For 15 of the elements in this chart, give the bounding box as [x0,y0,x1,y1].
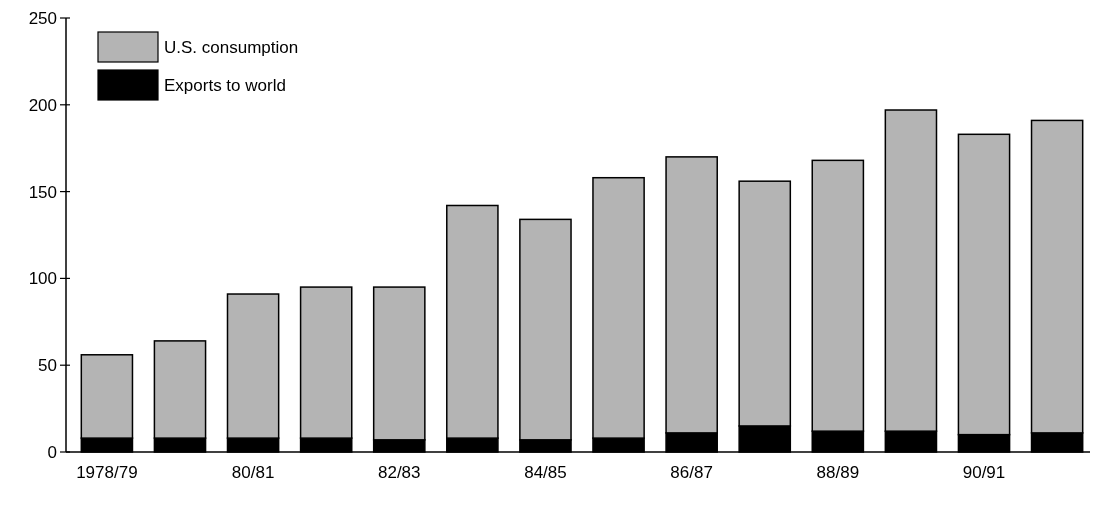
legend-label: U.S. consumption [164,37,299,57]
x-tick-label: 86/87 [670,463,713,482]
x-tick-label: 82/83 [377,463,421,482]
x-tick-label: 84/85 [524,463,567,482]
y-tick-label: 250 [28,8,57,28]
legend-label: Exports to world [164,75,286,95]
y-tick-label: 200 [28,95,57,115]
y-tick-label: 150 [28,182,57,202]
x-tick-label: 80/81 [231,463,275,482]
x-tick-label: 88/89 [816,463,860,482]
y-tick-label: 0 [47,442,57,462]
x-tick-label: 1978/79 [76,463,138,482]
y-tick-label: 50 [38,356,57,376]
y-tick-label: 100 [28,269,57,289]
x-tick-label: 90/91 [962,463,1006,482]
